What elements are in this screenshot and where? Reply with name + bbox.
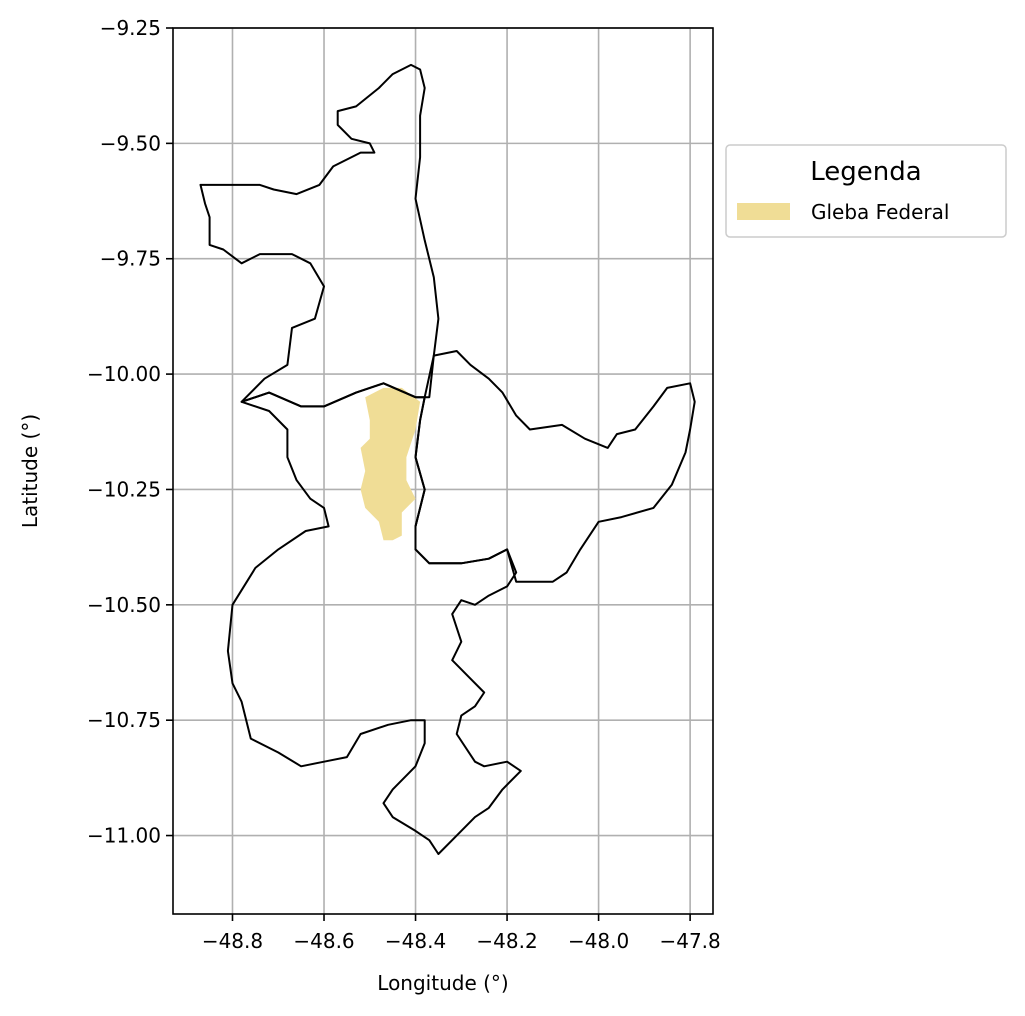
y-axis-ticks: −9.25 −9.50 −9.75 −10.00 −10.25 −10.50 −10.75 −… — [87, 16, 173, 848]
y-axis-label: Latitude (°) — [18, 414, 42, 528]
legend-swatch-gleba-federal — [737, 203, 790, 220]
gleba-federal-area — [360, 387, 421, 541]
boundary-east — [414, 350, 696, 583]
y-tick-label: −9.25 — [100, 16, 161, 40]
plot-frame — [172, 27, 714, 915]
y-tick-label: −10.25 — [87, 477, 161, 501]
legend-frame — [725, 144, 1007, 238]
legend-title: Legenda — [810, 157, 921, 187]
x-tick-label: −48.0 — [568, 929, 629, 953]
x-tick-label: −48.4 — [385, 929, 446, 953]
x-axis-label: Longitude (°) — [377, 971, 508, 995]
x-tick-label: −47.8 — [659, 929, 720, 953]
x-axis-ticks: −48.8 −48.6 −48.4 −48.2 −48.0 −47.8 — [202, 914, 721, 953]
grid-lines — [173, 27, 713, 914]
x-tick-label: −48.2 — [476, 929, 537, 953]
gleba-federal-polygon — [360, 387, 421, 541]
x-tick-label: −48.8 — [202, 929, 263, 953]
boundary-north — [199, 63, 440, 408]
y-tick-label: −9.75 — [100, 247, 161, 271]
x-tick-label: −48.6 — [293, 929, 354, 953]
y-tick-label: −10.75 — [87, 708, 161, 732]
y-tick-label: −11.00 — [87, 824, 161, 848]
municipality-boundaries — [199, 63, 696, 855]
y-tick-label: −10.00 — [87, 362, 161, 386]
y-tick-label: −10.50 — [87, 593, 161, 617]
y-tick-label: −9.50 — [100, 131, 161, 155]
legend-entry-label: Gleba Federal — [811, 200, 949, 224]
legend-box: Legenda Gleba Federal — [725, 144, 1007, 238]
